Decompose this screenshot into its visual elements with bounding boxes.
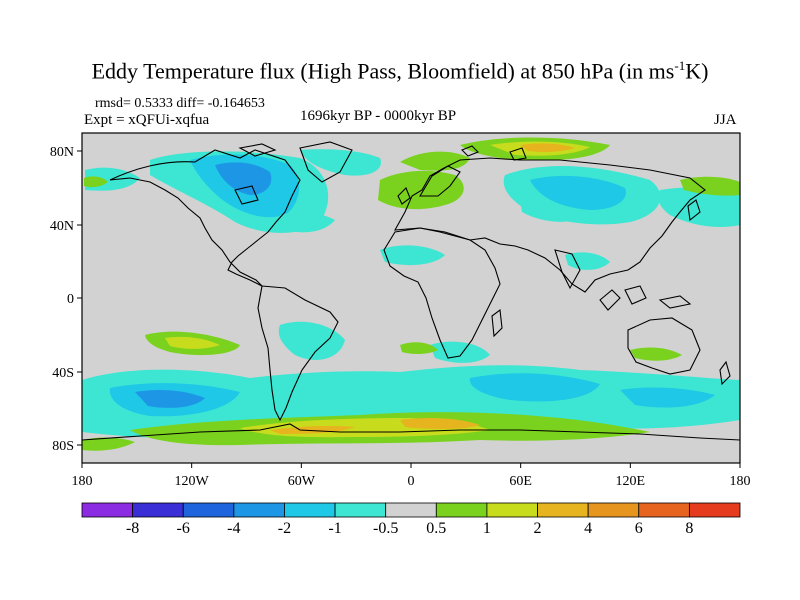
contour-positive-nw-pacific — [84, 176, 108, 188]
colorbar-swatch — [81, 502, 134, 518]
coast-svalbard — [461, 145, 479, 157]
anomaly-contours — [82, 137, 740, 451]
coast-new-zealand — [719, 360, 731, 386]
coast-north-america — [109, 149, 301, 287]
lon-tick-label: 0 — [408, 474, 415, 489]
contour-negative-india — [565, 252, 610, 270]
colorbar-label: -1 — [328, 520, 342, 537]
coast-scandinavia — [419, 165, 461, 197]
coast-uk — [397, 187, 411, 205]
lon-tick-label: 180 — [730, 474, 751, 489]
contour-positive-australia — [630, 347, 682, 361]
coast-australia — [627, 317, 701, 375]
colorbar-label: 0.5 — [426, 520, 447, 537]
coast-canadian-archipelago — [238, 143, 277, 157]
season-label: JJA — [714, 112, 737, 128]
colorbar — [81, 502, 741, 518]
coast-india — [554, 249, 581, 290]
colorbar-swatch — [182, 502, 235, 518]
colorbar-swatch — [638, 502, 690, 518]
colorbar-label: -0.5 — [373, 520, 399, 537]
contour-positive-north-atlantic — [400, 151, 470, 171]
contour-negative-south-america — [278, 321, 345, 360]
contour-positive-antarctic-orange-east — [400, 417, 480, 430]
colorbar-label: -8 — [125, 520, 140, 537]
contour-negative-pacific-south — [620, 387, 715, 408]
coast-sumatra — [599, 289, 621, 311]
colorbar-label: 1 — [482, 520, 491, 537]
lat-tick-label: 0 — [67, 292, 74, 307]
period-label: 1696kyr BP - 0000kyr BP — [300, 108, 457, 124]
coast-japan — [687, 199, 701, 222]
contour-negative-indian-ocean — [469, 373, 600, 402]
colorbar-swatch — [688, 502, 741, 518]
contour-positive-south-atlantic — [400, 342, 438, 355]
coast-antarctica — [82, 423, 740, 441]
colorbar-label: 8 — [685, 520, 694, 537]
coast-borneo — [624, 285, 647, 305]
lat-tick-label: 40S — [52, 366, 74, 381]
coast-new-guinea — [658, 295, 692, 309]
contour-negative-north-america-deep — [215, 162, 272, 195]
colorbar-label: -2 — [277, 520, 292, 537]
lat-tick-label: 80N — [50, 145, 74, 160]
colorbar-swatch — [486, 502, 538, 518]
contour-negative-south-africa — [430, 341, 490, 363]
colorbar-swatch — [587, 502, 640, 518]
colorbar-label: 6 — [634, 520, 643, 537]
lat-tick-label: 80S — [52, 439, 74, 454]
contour-negative-siberia-core — [530, 175, 626, 210]
colorbar-label: 4 — [584, 520, 593, 537]
chart-title: Eddy Temperature flux (High Pass, Bloomf… — [91, 58, 709, 84]
colorbar-swatch — [132, 502, 184, 518]
colorbar-swatch — [385, 502, 437, 518]
colorbar-swatch — [435, 502, 488, 518]
contour-negative-africa-band — [380, 245, 445, 266]
colorbar-swatch — [233, 502, 285, 518]
colorbar-label: -6 — [176, 520, 190, 537]
lon-tick-label: 120W — [175, 474, 210, 489]
contour-negative-north-pacific-east — [658, 187, 740, 227]
latitude-axis: 80N 40N 0 40S 80S — [50, 145, 82, 454]
contour-positive-antarctic-west — [82, 437, 135, 451]
contour-positive-arctic-orange — [520, 143, 575, 152]
contour-negative-eq-atlantic — [520, 199, 580, 222]
coast-madagascar — [491, 308, 503, 338]
contour-negative-southern-ocean-deep — [135, 390, 205, 408]
coast-africa — [383, 227, 501, 359]
experiment-label: Expt = xQFUi-xqfua — [84, 112, 210, 128]
contour-positive-antarctic-orange — [270, 426, 355, 434]
longitude-axis: 180 120W 60W 0 60E 120E 180 — [72, 463, 751, 489]
contour-negative-north-atlantic — [300, 149, 381, 176]
colorbar-swatch — [334, 502, 387, 518]
coast-hudson-bay — [234, 185, 259, 205]
coast-greenland — [299, 141, 353, 183]
lon-tick-label: 60E — [509, 474, 532, 489]
lat-tick-label: 40N — [50, 219, 74, 234]
coast-south-america — [257, 285, 339, 422]
coast-novaya-zemlya — [509, 147, 527, 161]
stats-text: rmsd= 0.5333 diff= -0.164653 — [95, 96, 265, 111]
colorbar-label: 2 — [533, 520, 542, 537]
contour-positive-south-pacific-yellow — [165, 336, 220, 349]
colorbar-swatch — [284, 502, 336, 518]
coastlines — [82, 141, 740, 441]
contour-negative-atlantic-mid — [280, 212, 335, 233]
lon-tick-label: 180 — [72, 474, 93, 489]
colorbar-swatch — [537, 502, 589, 518]
coast-eurasia — [394, 157, 706, 293]
lon-tick-label: 120E — [616, 474, 646, 489]
lon-tick-label: 60W — [288, 474, 316, 489]
colorbar-label: -4 — [227, 520, 241, 537]
